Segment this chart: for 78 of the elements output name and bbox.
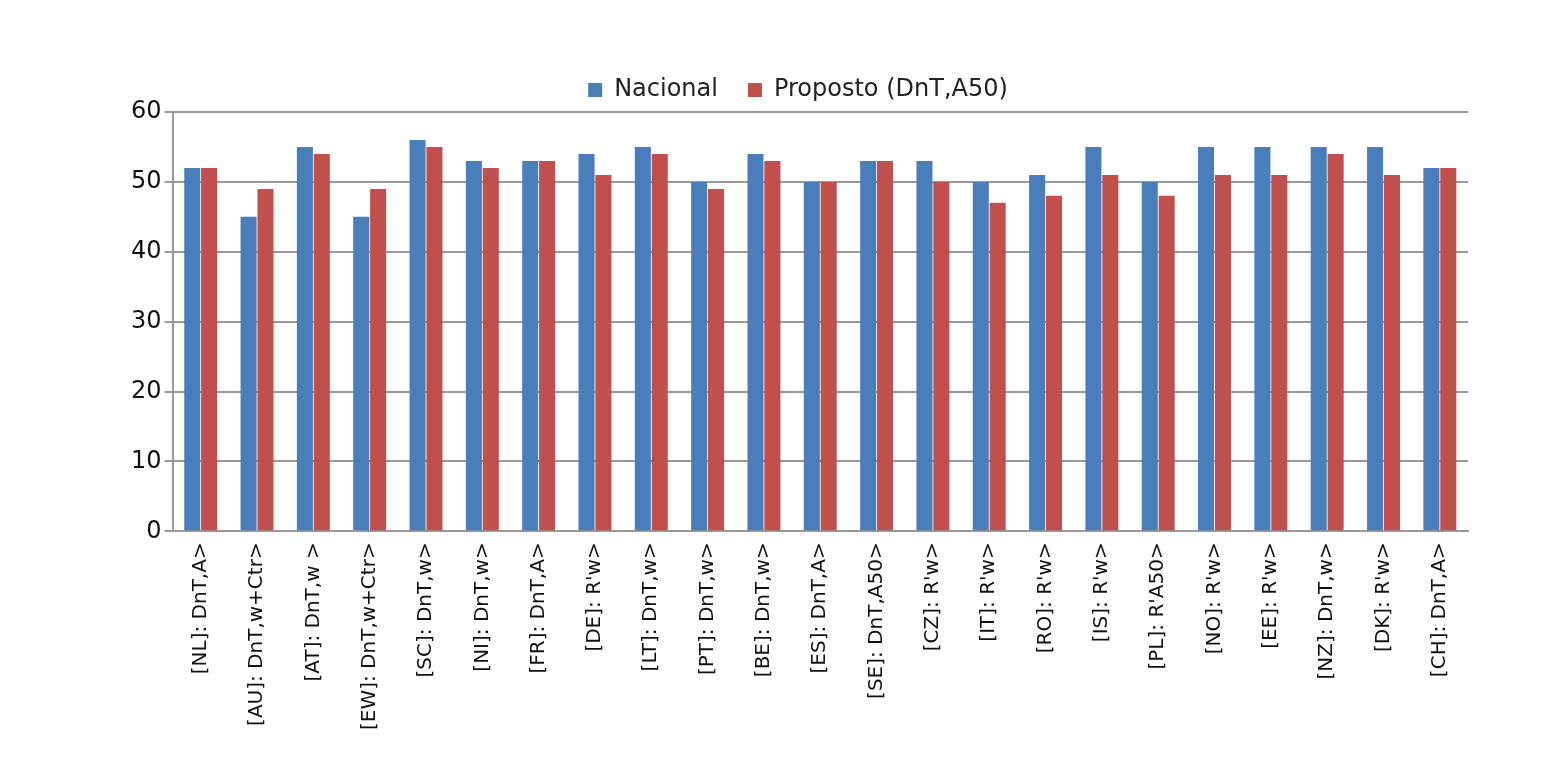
bar (1085, 146, 1102, 531)
y-tick-label: 40 (130, 236, 162, 265)
bar (1423, 167, 1440, 531)
x-tick-label: [DK]: R'w> (1369, 542, 1394, 653)
legend-label: Proposto (DnT,A50) (773, 74, 1008, 103)
bar (634, 146, 651, 531)
bar (1045, 195, 1063, 531)
x-tick-label: [CH]: DnT,A> (1426, 542, 1451, 678)
x-tick-label: [IS]: R'w> (1088, 542, 1113, 643)
bar (240, 216, 257, 531)
bar (1440, 167, 1457, 531)
bar (1029, 174, 1046, 531)
bar (296, 146, 313, 531)
bar (651, 153, 668, 531)
bar (184, 167, 201, 531)
x-tick-label: [EE]: R'w> (1257, 542, 1282, 649)
x-tick-label: [PT]: DnT,w> (693, 542, 718, 676)
bar (1383, 174, 1400, 531)
bar (691, 181, 708, 531)
bar (1367, 146, 1384, 531)
bar (820, 181, 837, 531)
bar (1102, 174, 1119, 531)
bar (747, 153, 764, 531)
bar (482, 167, 499, 531)
bar (201, 167, 218, 531)
y-tick-label: 10 (130, 445, 162, 474)
x-tick-label: [BE]: DnT,w> (750, 542, 775, 678)
bar (1141, 181, 1158, 531)
x-tick-label: [NZ]: DnT,w> (1313, 542, 1338, 680)
x-tick-label: [ES]: DnT,A> (806, 542, 831, 674)
bar (916, 160, 933, 531)
x-tick-label: [LT]: DnT,w> (637, 542, 662, 672)
x-tick-label: [AU]: DnT,w+Ctr> (243, 542, 268, 726)
x-tick-label: [AT]: DnT,w > (299, 542, 324, 682)
x-tick-label: [RO]: R'w> (1031, 542, 1056, 654)
x-tick-label: [PL]: R'A50> (1144, 542, 1169, 670)
x-tick-label: [CZ]: R'w> (919, 542, 944, 652)
bar (426, 146, 443, 531)
bar (933, 181, 950, 531)
bar (539, 160, 556, 531)
legend-label: Nacional (614, 74, 718, 103)
bar (877, 160, 894, 531)
x-tick-label: [FR]: DnT,A> (524, 542, 549, 674)
bar (409, 139, 426, 531)
x-tick-label: [DE]: R'w> (581, 542, 606, 652)
bar (257, 188, 274, 531)
bar (764, 160, 781, 531)
x-tick-label: [NO]: R'w> (1200, 542, 1225, 655)
bar (578, 153, 595, 531)
bar (595, 174, 612, 531)
bar (972, 181, 989, 531)
bar (370, 188, 387, 531)
y-tick-label: 30 (130, 305, 162, 334)
x-tick-label: [NL]: DnT,A> (186, 542, 211, 675)
bar (803, 181, 820, 531)
x-tick-label: [IT]: R'w> (975, 542, 1000, 642)
y-tick-label: 20 (130, 375, 162, 404)
bar (1158, 195, 1175, 531)
y-tick-label: 0 (146, 515, 162, 544)
bar (465, 160, 482, 531)
y-tick-label: 50 (130, 166, 162, 195)
x-tick-label: [SE]: DnT,A50> (862, 542, 887, 699)
bar (1327, 153, 1344, 531)
bar (1254, 146, 1271, 531)
bar (989, 202, 1006, 531)
bar (1214, 174, 1232, 531)
bar (1271, 174, 1288, 531)
bar (313, 153, 330, 531)
bar (860, 160, 877, 531)
x-tick-label: [NI]: DnT,w> (468, 542, 493, 672)
bar (708, 188, 725, 531)
bar (1198, 146, 1215, 531)
bar (1310, 146, 1327, 531)
x-tick-label: [EW]: DnT,w+Ctr> (355, 542, 380, 731)
x-tick-label: [SC]: DnT,w> (412, 542, 437, 678)
y-tick-label: 60 (130, 96, 162, 125)
bar (353, 216, 370, 531)
bar (522, 160, 539, 531)
